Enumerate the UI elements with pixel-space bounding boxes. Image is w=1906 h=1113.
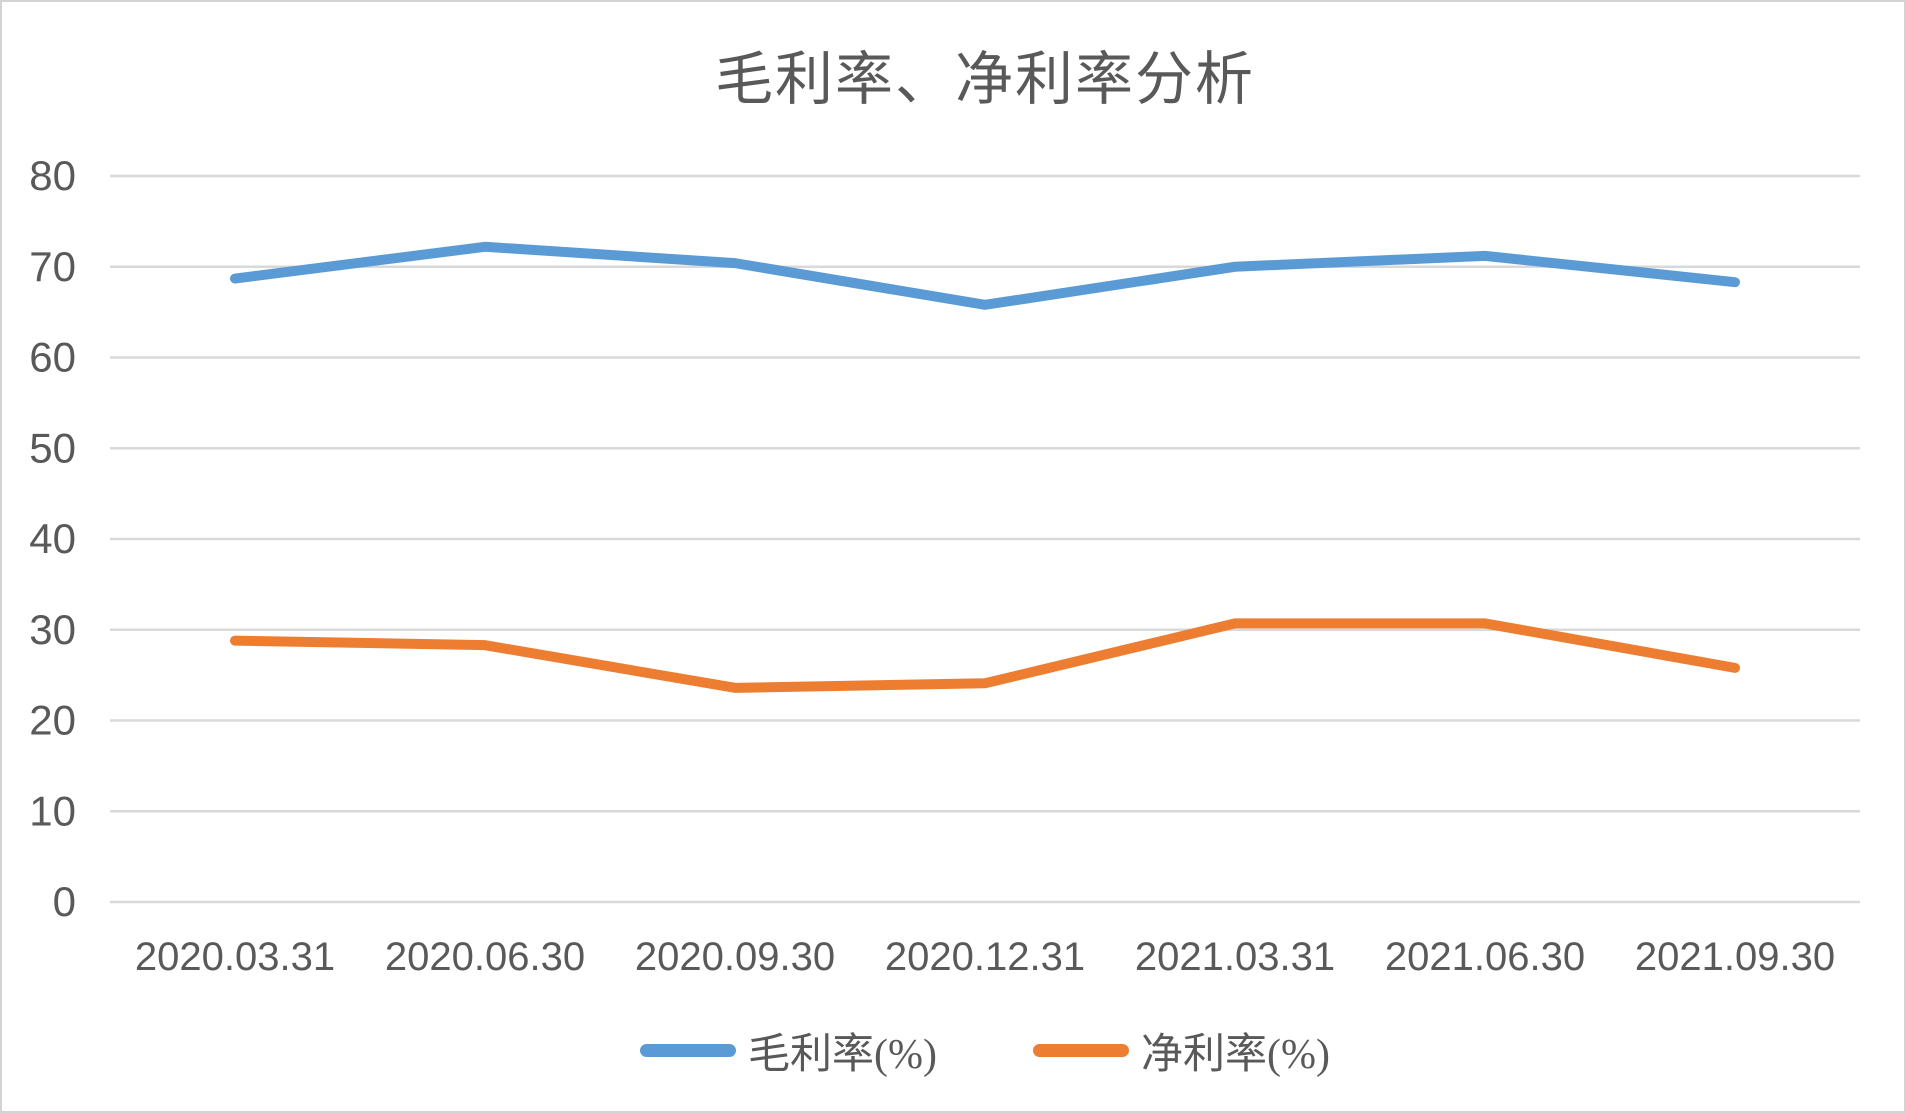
chart-title: 毛利率、净利率分析 xyxy=(714,47,1255,112)
y-tick-label: 80 xyxy=(29,152,76,199)
y-tick-label: 0 xyxy=(53,878,76,925)
series-line-1 xyxy=(230,618,1740,693)
series-line-0 xyxy=(230,241,1740,310)
x-tick-label: 2020.06.30 xyxy=(385,935,585,979)
series-lines xyxy=(230,241,1740,693)
legend-swatch-net-margin-icon xyxy=(1033,1043,1129,1057)
legend-item-net-margin: 净利率(%) xyxy=(1033,1020,1330,1081)
y-tick-label: 10 xyxy=(29,787,76,834)
y-tick-label: 40 xyxy=(29,515,76,562)
y-tick-label: 60 xyxy=(29,334,76,381)
y-tick-label: 20 xyxy=(29,697,76,744)
x-axis-labels: 2020.03.31 2020.06.30 2020.09.30 2020.12.31… xyxy=(135,935,1835,979)
x-tick-label: 2020.03.31 xyxy=(135,935,335,979)
legend-swatch-gross-margin-icon xyxy=(640,1043,737,1057)
y-tick-label: 50 xyxy=(29,424,76,471)
y-axis-labels: 0 10 20 30 40 50 60 70 80 xyxy=(29,152,76,925)
x-tick-label: 2021.03.31 xyxy=(1135,935,1335,979)
y-tick-label: 30 xyxy=(29,606,76,653)
x-tick-label: 2021.06.30 xyxy=(1385,935,1585,979)
x-tick-label: 2020.12.31 xyxy=(885,935,1085,979)
legend-item-gross-margin: 毛利率(%) xyxy=(640,1020,937,1081)
gridlines xyxy=(110,174,1860,904)
y-tick-label: 70 xyxy=(29,243,76,290)
x-tick-label: 2021.09.30 xyxy=(1635,935,1835,979)
chart-legend: 毛利率(%) 净利率(%) xyxy=(110,1020,1860,1080)
legend-label-net-margin: 净利率(%) xyxy=(1141,1031,1330,1078)
legend-label-gross-margin: 毛利率(%) xyxy=(748,1031,937,1078)
x-tick-label: 2020.09.30 xyxy=(635,935,835,979)
